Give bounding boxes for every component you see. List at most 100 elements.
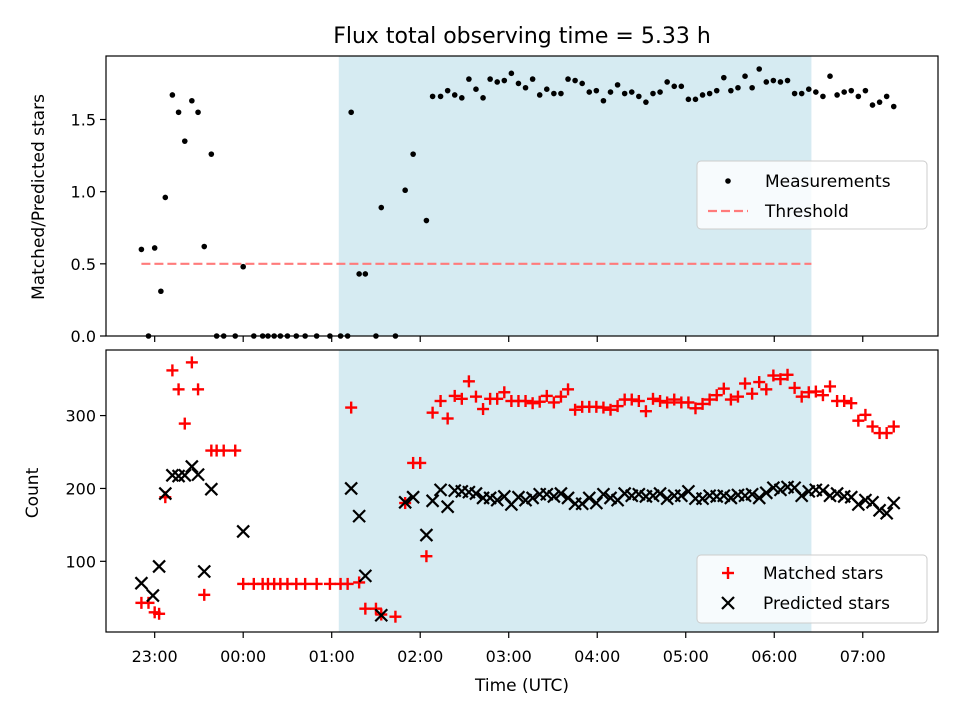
matched-star-point (710, 389, 723, 402)
legend-matched-marker (722, 567, 734, 579)
top-panel: 0.0 0.5 1.0 1.5 Matched/Predicted stars Mea… (29, 55, 939, 346)
predicted-stars-series (134, 459, 901, 623)
predicted-star-point (773, 483, 788, 497)
top-y-tick-label: 1.0 (71, 183, 96, 202)
measurement-point (138, 246, 145, 253)
measurement-point (508, 70, 515, 77)
measurement-point (728, 87, 734, 94)
top-y-tick-label: 0.0 (71, 327, 96, 346)
measurement-point (805, 86, 812, 92)
predicted-star-point (191, 467, 205, 482)
measurement-point (721, 74, 727, 81)
measurement-point (362, 271, 369, 277)
measurement-point (158, 288, 164, 295)
legend-predicted-label: Predicted stars (763, 594, 890, 614)
measurement-point (763, 79, 770, 85)
predicted-star-point (406, 490, 420, 504)
bottom-legend-box (696, 554, 928, 624)
matched-star-point (880, 427, 893, 440)
predicted-star-point (352, 509, 366, 523)
measurement-point (543, 86, 550, 92)
predicted-star-point (886, 496, 901, 510)
matched-star-point (341, 577, 354, 590)
x-tick-label: 04:00 (574, 647, 620, 666)
predicted-star-point (490, 493, 504, 507)
x-tick-label: 06:00 (751, 647, 797, 666)
measurement-point (593, 87, 600, 94)
matched-star-point (554, 390, 567, 403)
matched-star-point (760, 383, 773, 396)
measurement-point (855, 93, 862, 100)
measurement-point (841, 89, 847, 95)
predicted-star-point (653, 486, 667, 501)
matched-star-point (682, 396, 695, 409)
predicted-star-point (197, 564, 212, 579)
measurement-point (827, 73, 833, 80)
measurement-point (459, 95, 465, 101)
predicted-star-point (398, 495, 412, 510)
predicted-star-point (582, 491, 597, 505)
matched-star-point (739, 377, 752, 390)
bottom-y-axis-label: Count (23, 467, 43, 518)
predicted-star-point (724, 491, 738, 505)
matched-star-point (172, 383, 185, 396)
matched-star-point (153, 607, 166, 620)
measurement-point (480, 95, 486, 101)
measurement-point (356, 271, 362, 277)
measurement-point (558, 90, 564, 97)
matched-star-point (604, 403, 617, 416)
matched-star-point (420, 550, 433, 563)
measurement-point (848, 87, 855, 94)
bottom-panel: 100 200 300 23:00 00:00 01:00 02:00 03:00 04:00… (23, 349, 939, 696)
matched-star-point (845, 397, 858, 410)
matched-star-point (661, 396, 674, 409)
predicted-star-point (525, 491, 540, 505)
predicted-star-point (469, 486, 483, 501)
measurement-point (650, 90, 656, 97)
legend-measurements-label: Measurements (765, 172, 891, 192)
measurement-point (834, 92, 840, 98)
predicted-star-point (554, 486, 568, 501)
matched-star-point (217, 444, 230, 457)
matched-star-point (816, 389, 829, 402)
measurement-point (579, 80, 585, 87)
matched-star-point (455, 392, 468, 405)
measurement-point (664, 79, 670, 85)
measurement-point (536, 92, 543, 98)
measurement-point (791, 90, 798, 97)
matched-star-point (547, 396, 560, 409)
matched-star-point (632, 395, 645, 408)
matched-star-point (498, 386, 511, 399)
measurement-point (572, 77, 578, 84)
predicted-star-point (816, 483, 830, 498)
measurement-point (195, 109, 201, 116)
bottom-y-tick-label: 100 (65, 552, 96, 571)
measurement-point (515, 80, 522, 87)
measurement-point (678, 83, 685, 90)
measurement-point (636, 93, 642, 100)
measurement-point (151, 245, 158, 251)
predicted-star-point (879, 506, 894, 521)
matched-star-point (746, 387, 759, 400)
top-y-axis-label: Matched/Predicted stars (29, 94, 49, 300)
measurement-point (162, 194, 169, 201)
matched-star-point (345, 401, 358, 414)
matched-star-point (781, 368, 794, 381)
matched-star-point (526, 397, 539, 410)
matched-star-point (597, 401, 610, 414)
matched-star-point (668, 393, 681, 406)
matched-star-point (611, 400, 624, 413)
measurement-point (657, 89, 663, 95)
measurement-point (429, 93, 436, 100)
matched-star-point (717, 382, 730, 395)
measurement-point (522, 84, 529, 91)
legend-matched-label: Matched stars (763, 564, 883, 584)
predicted-star-point (236, 524, 250, 539)
matched-star-point (323, 577, 336, 590)
measurement-point (777, 79, 784, 85)
measurement-point (699, 92, 706, 98)
predicted-star-point (419, 528, 434, 542)
matched-star-point (809, 385, 822, 398)
top-axes-frame (105, 55, 939, 337)
matched-star-point (824, 380, 837, 393)
